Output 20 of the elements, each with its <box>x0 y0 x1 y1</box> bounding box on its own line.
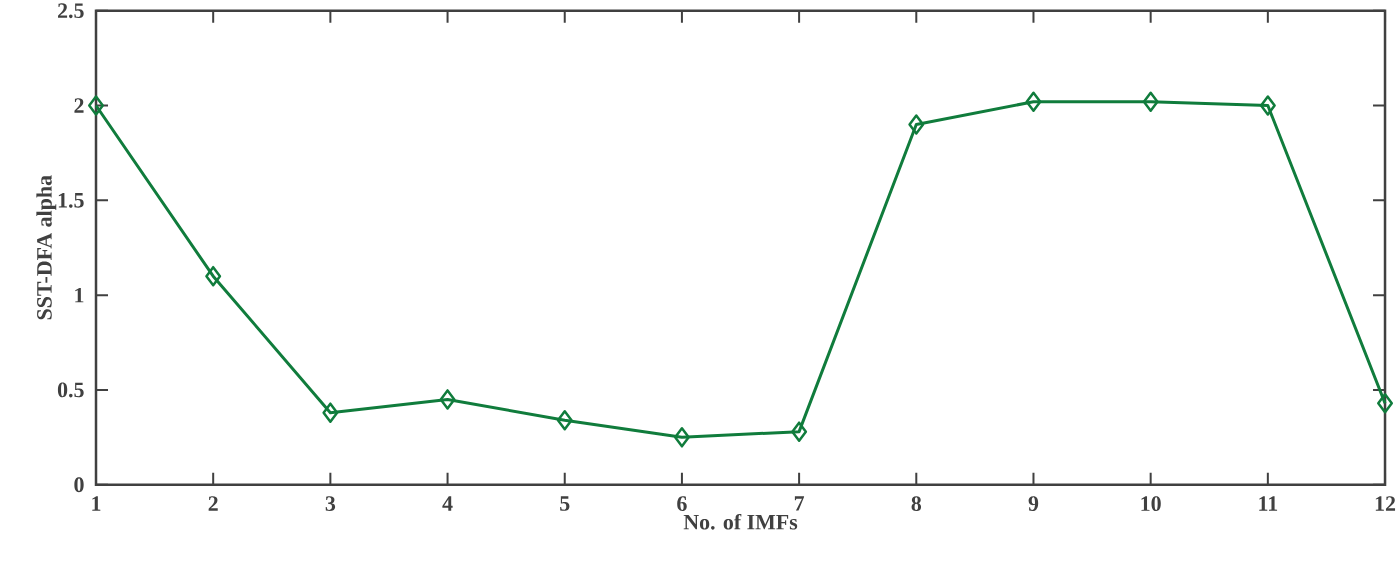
x-tick-label: 5 <box>560 496 570 511</box>
x-tick-label: 4 <box>442 496 453 511</box>
x-tick-label: 11 <box>1259 496 1278 511</box>
x-tick-label: 7 <box>794 496 805 511</box>
x-tick-label: 1 <box>92 496 101 511</box>
y-tick-label: 1 <box>75 288 84 303</box>
x-tick-label: 10 <box>1141 496 1161 512</box>
y-axis-title: SST-DFA alpha <box>36 175 57 320</box>
y-tick-label: 0.5 <box>57 382 84 398</box>
x-tick-label: 6 <box>677 496 687 512</box>
x-tick-label: 3 <box>325 496 336 512</box>
x-tick-label: 9 <box>1028 496 1039 512</box>
y-tick-label: 1.5 <box>58 193 84 208</box>
x-tick-label: 12 <box>1375 496 1396 511</box>
y-tick-label: 2.5 <box>58 3 84 19</box>
y-tick-label: 0 <box>74 477 84 493</box>
y-tick-label: 2 <box>74 98 84 113</box>
x-tick-label: 8 <box>911 496 922 512</box>
x-tick-label: 2 <box>208 496 218 511</box>
x-axis-title: No. of IMFs <box>683 514 798 530</box>
